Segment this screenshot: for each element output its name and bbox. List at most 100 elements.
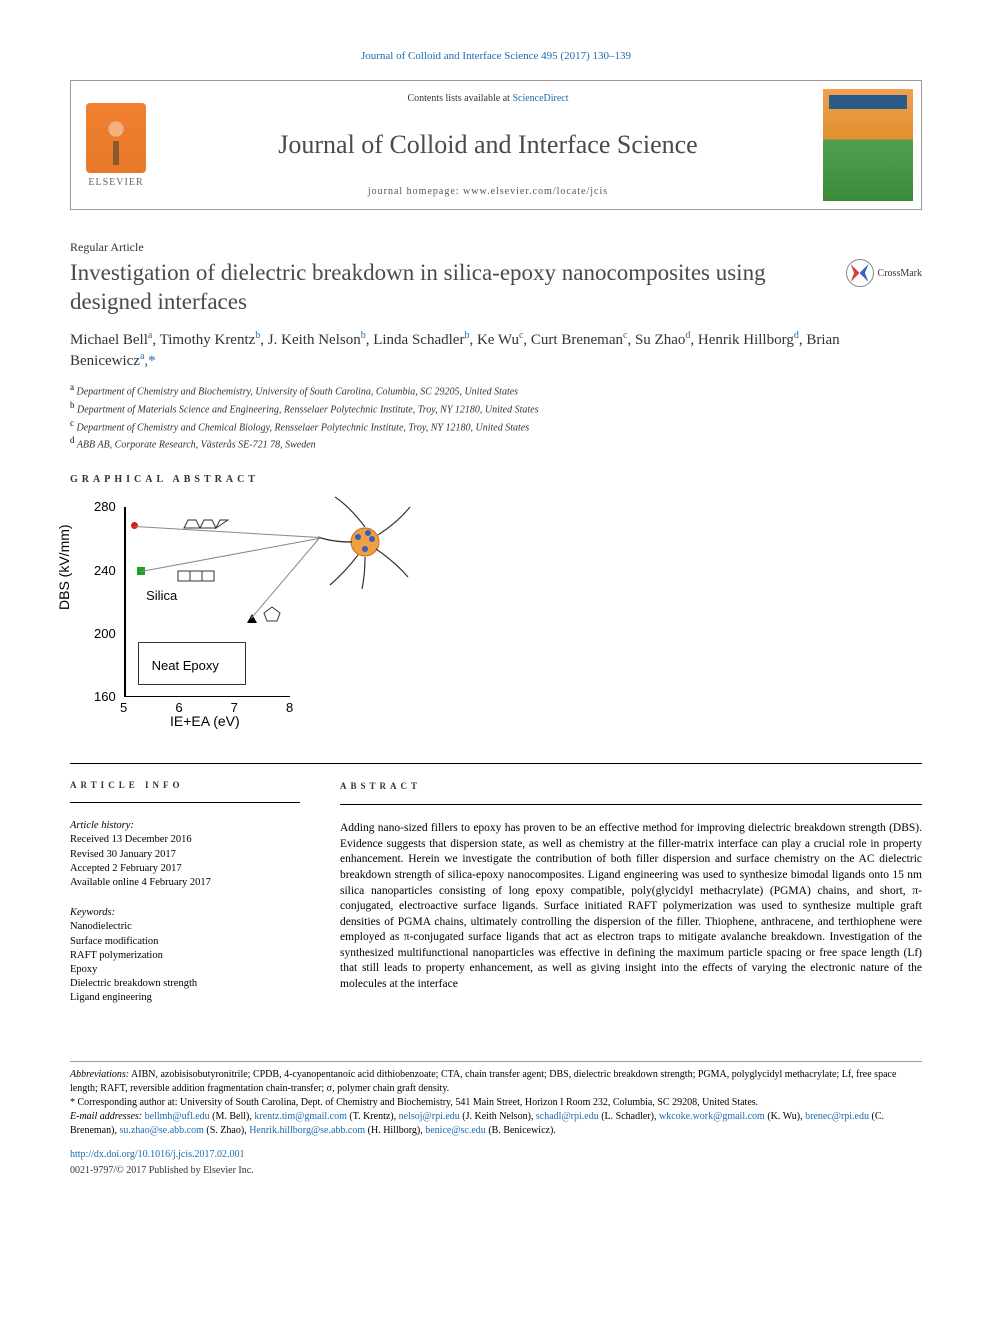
author-name: Ke Wu [477, 332, 519, 348]
chart-x-tick: 5 [120, 700, 127, 715]
divider-line [340, 804, 922, 805]
affiliation-line: a Department of Chemistry and Biochemist… [70, 381, 922, 399]
email-person: (K. Wu) [767, 1111, 800, 1122]
author-affil-marker: b [361, 330, 366, 341]
affiliation-line: c Department of Chemistry and Chemical B… [70, 417, 922, 435]
keywords-label: Keywords: [70, 906, 300, 920]
chart-y-tick: 240 [94, 563, 116, 578]
abstract-column: ABSTRACT Adding nano-sized fillers to ep… [340, 780, 922, 1021]
keyword: RAFT polymerization [70, 949, 300, 963]
elsevier-tree-icon [86, 103, 146, 173]
email-person: (S. Zhao) [206, 1125, 244, 1136]
affiliation-line: d ABB AB, Corporate Research, Västerås S… [70, 434, 922, 452]
chemical-structure-icon [262, 605, 282, 623]
history-entry: Available online 4 February 2017 [70, 876, 300, 890]
email-person: (J. Keith Nelson) [462, 1111, 531, 1122]
affiliation-line: b Department of Materials Science and En… [70, 399, 922, 417]
email-link[interactable]: schadl@rpi.edu [536, 1111, 599, 1122]
divider-line [70, 763, 922, 764]
email-person: (H. Hillborg) [368, 1125, 421, 1136]
graphical-abstract-heading: GRAPHICAL ABSTRACT [70, 474, 922, 485]
email-person: (M. Bell) [212, 1111, 249, 1122]
emails-line: E-mail addresses: bellmh@ufl.edu (M. Bel… [70, 1110, 922, 1138]
chart-annotation: Silica [146, 588, 177, 603]
divider-line [70, 802, 300, 803]
chart-neat-epoxy-box [138, 642, 246, 685]
email-link[interactable]: bellmh@ufl.edu [145, 1111, 210, 1122]
footer-section: Abbreviations: AIBN, azobisisobutyronitr… [70, 1061, 922, 1178]
article-info-heading: ARTICLE INFO [70, 780, 300, 790]
publisher-name: ELSEVIER [88, 177, 143, 188]
chart-y-axis [124, 507, 126, 697]
author-name: Michael Bell [70, 332, 148, 348]
sciencedirect-link[interactable]: ScienceDirect [512, 93, 568, 104]
author-affil-marker: b [255, 330, 260, 341]
journal-homepage-line: journal homepage: www.elsevier.com/locat… [368, 186, 608, 197]
author-affil-marker: b [464, 330, 469, 341]
chemical-structure-icon [179, 514, 229, 530]
homepage-prefix: journal homepage: [368, 186, 463, 197]
issn-copyright: 0021-9797/© 2017 Published by Elsevier I… [70, 1164, 922, 1178]
corresponding-text: University of South Carolina, Dept. of C… [180, 1097, 758, 1108]
corresponding-author-line: * Corresponding author at: University of… [70, 1096, 922, 1110]
citation-line: Journal of Colloid and Interface Science… [70, 50, 922, 62]
chart-x-tick: 8 [286, 700, 293, 715]
keyword: Dielectric breakdown strength [70, 977, 300, 991]
divider-line [70, 1061, 922, 1062]
abbreviations-text: AIBN, azobisisobutyronitrile; CPDB, 4-cy… [70, 1069, 896, 1094]
journal-cover-thumb [823, 89, 913, 201]
authors-line: Michael Bella, Timothy Krentzb, J. Keith… [70, 329, 922, 372]
chart-x-label: IE+EA (eV) [170, 713, 240, 729]
email-link[interactable]: Henrik.hillborg@se.abb.com [249, 1125, 365, 1136]
author-name: Henrik Hillborg [698, 332, 794, 348]
email-link[interactable]: nelsoj@rpi.edu [399, 1111, 460, 1122]
emails-label: E-mail addresses: [70, 1111, 142, 1122]
email-person: (B. Benicewicz) [488, 1125, 553, 1136]
history-entry: Revised 30 January 2017 [70, 848, 300, 862]
abstract-heading: ABSTRACT [340, 780, 922, 792]
chemical-structure-icon [174, 567, 218, 585]
article-type: Regular Article [70, 240, 922, 255]
email-link[interactable]: krentz.tim@gmail.com [254, 1111, 347, 1122]
keyword: Ligand engineering [70, 991, 300, 1005]
chart-y-label: DBS (kV/mm) [56, 525, 72, 611]
email-person: (T. Krentz) [349, 1111, 393, 1122]
elsevier-logo: ELSEVIER [71, 81, 161, 209]
chart-x-axis [124, 696, 290, 698]
doi-link[interactable]: http://dx.doi.org/10.1016/j.jcis.2017.02… [70, 1149, 245, 1160]
affiliations: a Department of Chemistry and Biochemist… [70, 381, 922, 452]
abbreviations-line: Abbreviations: AIBN, azobisisobutyronitr… [70, 1068, 922, 1096]
crossmark-icon [846, 259, 874, 287]
article-info-column: ARTICLE INFO Article history: Received 1… [70, 780, 300, 1021]
corresponding-label: * Corresponding author at: [70, 1097, 177, 1108]
abbreviations-label: Abbreviations: [70, 1069, 129, 1080]
email-person: (L. Schadler) [601, 1111, 654, 1122]
journal-name: Journal of Colloid and Interface Science [278, 130, 697, 160]
author-name: Curt Breneman [531, 332, 623, 348]
chart-y-tick: 280 [94, 499, 116, 514]
chart-y-tick: 160 [94, 689, 116, 704]
abstract-text: Adding nano-sized fillers to epoxy has p… [340, 821, 922, 992]
author-name: Linda Schadler [373, 332, 464, 348]
author-affil-marker: a [148, 330, 152, 341]
nanoparticle-illustration-icon [310, 487, 420, 597]
author-name: Su Zhao [635, 332, 685, 348]
author-name: J. Keith Nelson [268, 332, 361, 348]
email-link[interactable]: brenec@rpi.edu [805, 1111, 869, 1122]
author-affil-marker: c [623, 330, 627, 341]
chart-x-tick: 6 [175, 700, 182, 715]
keyword: Epoxy [70, 963, 300, 977]
history-entry: Received 13 December 2016 [70, 833, 300, 847]
crossmark-data-label: CrossMark [878, 268, 922, 279]
crossmark-badge[interactable]: CrossMark [846, 259, 922, 287]
email-link[interactable]: su.zhao@se.abb.com [119, 1125, 203, 1136]
article-title: Investigation of dielectric breakdown in… [70, 259, 846, 317]
contents-prefix: Contents lists available at [407, 93, 512, 104]
history-entry: Accepted 2 February 2017 [70, 862, 300, 876]
author-affil-marker: c [519, 330, 523, 341]
homepage-url[interactable]: www.elsevier.com/locate/jcis [463, 186, 608, 197]
email-link[interactable]: wkcoke.work@gmail.com [659, 1111, 765, 1122]
email-link[interactable]: benice@sc.edu [425, 1125, 486, 1136]
author-affil-marker: d [685, 330, 690, 341]
chart-y-tick: 200 [94, 626, 116, 641]
